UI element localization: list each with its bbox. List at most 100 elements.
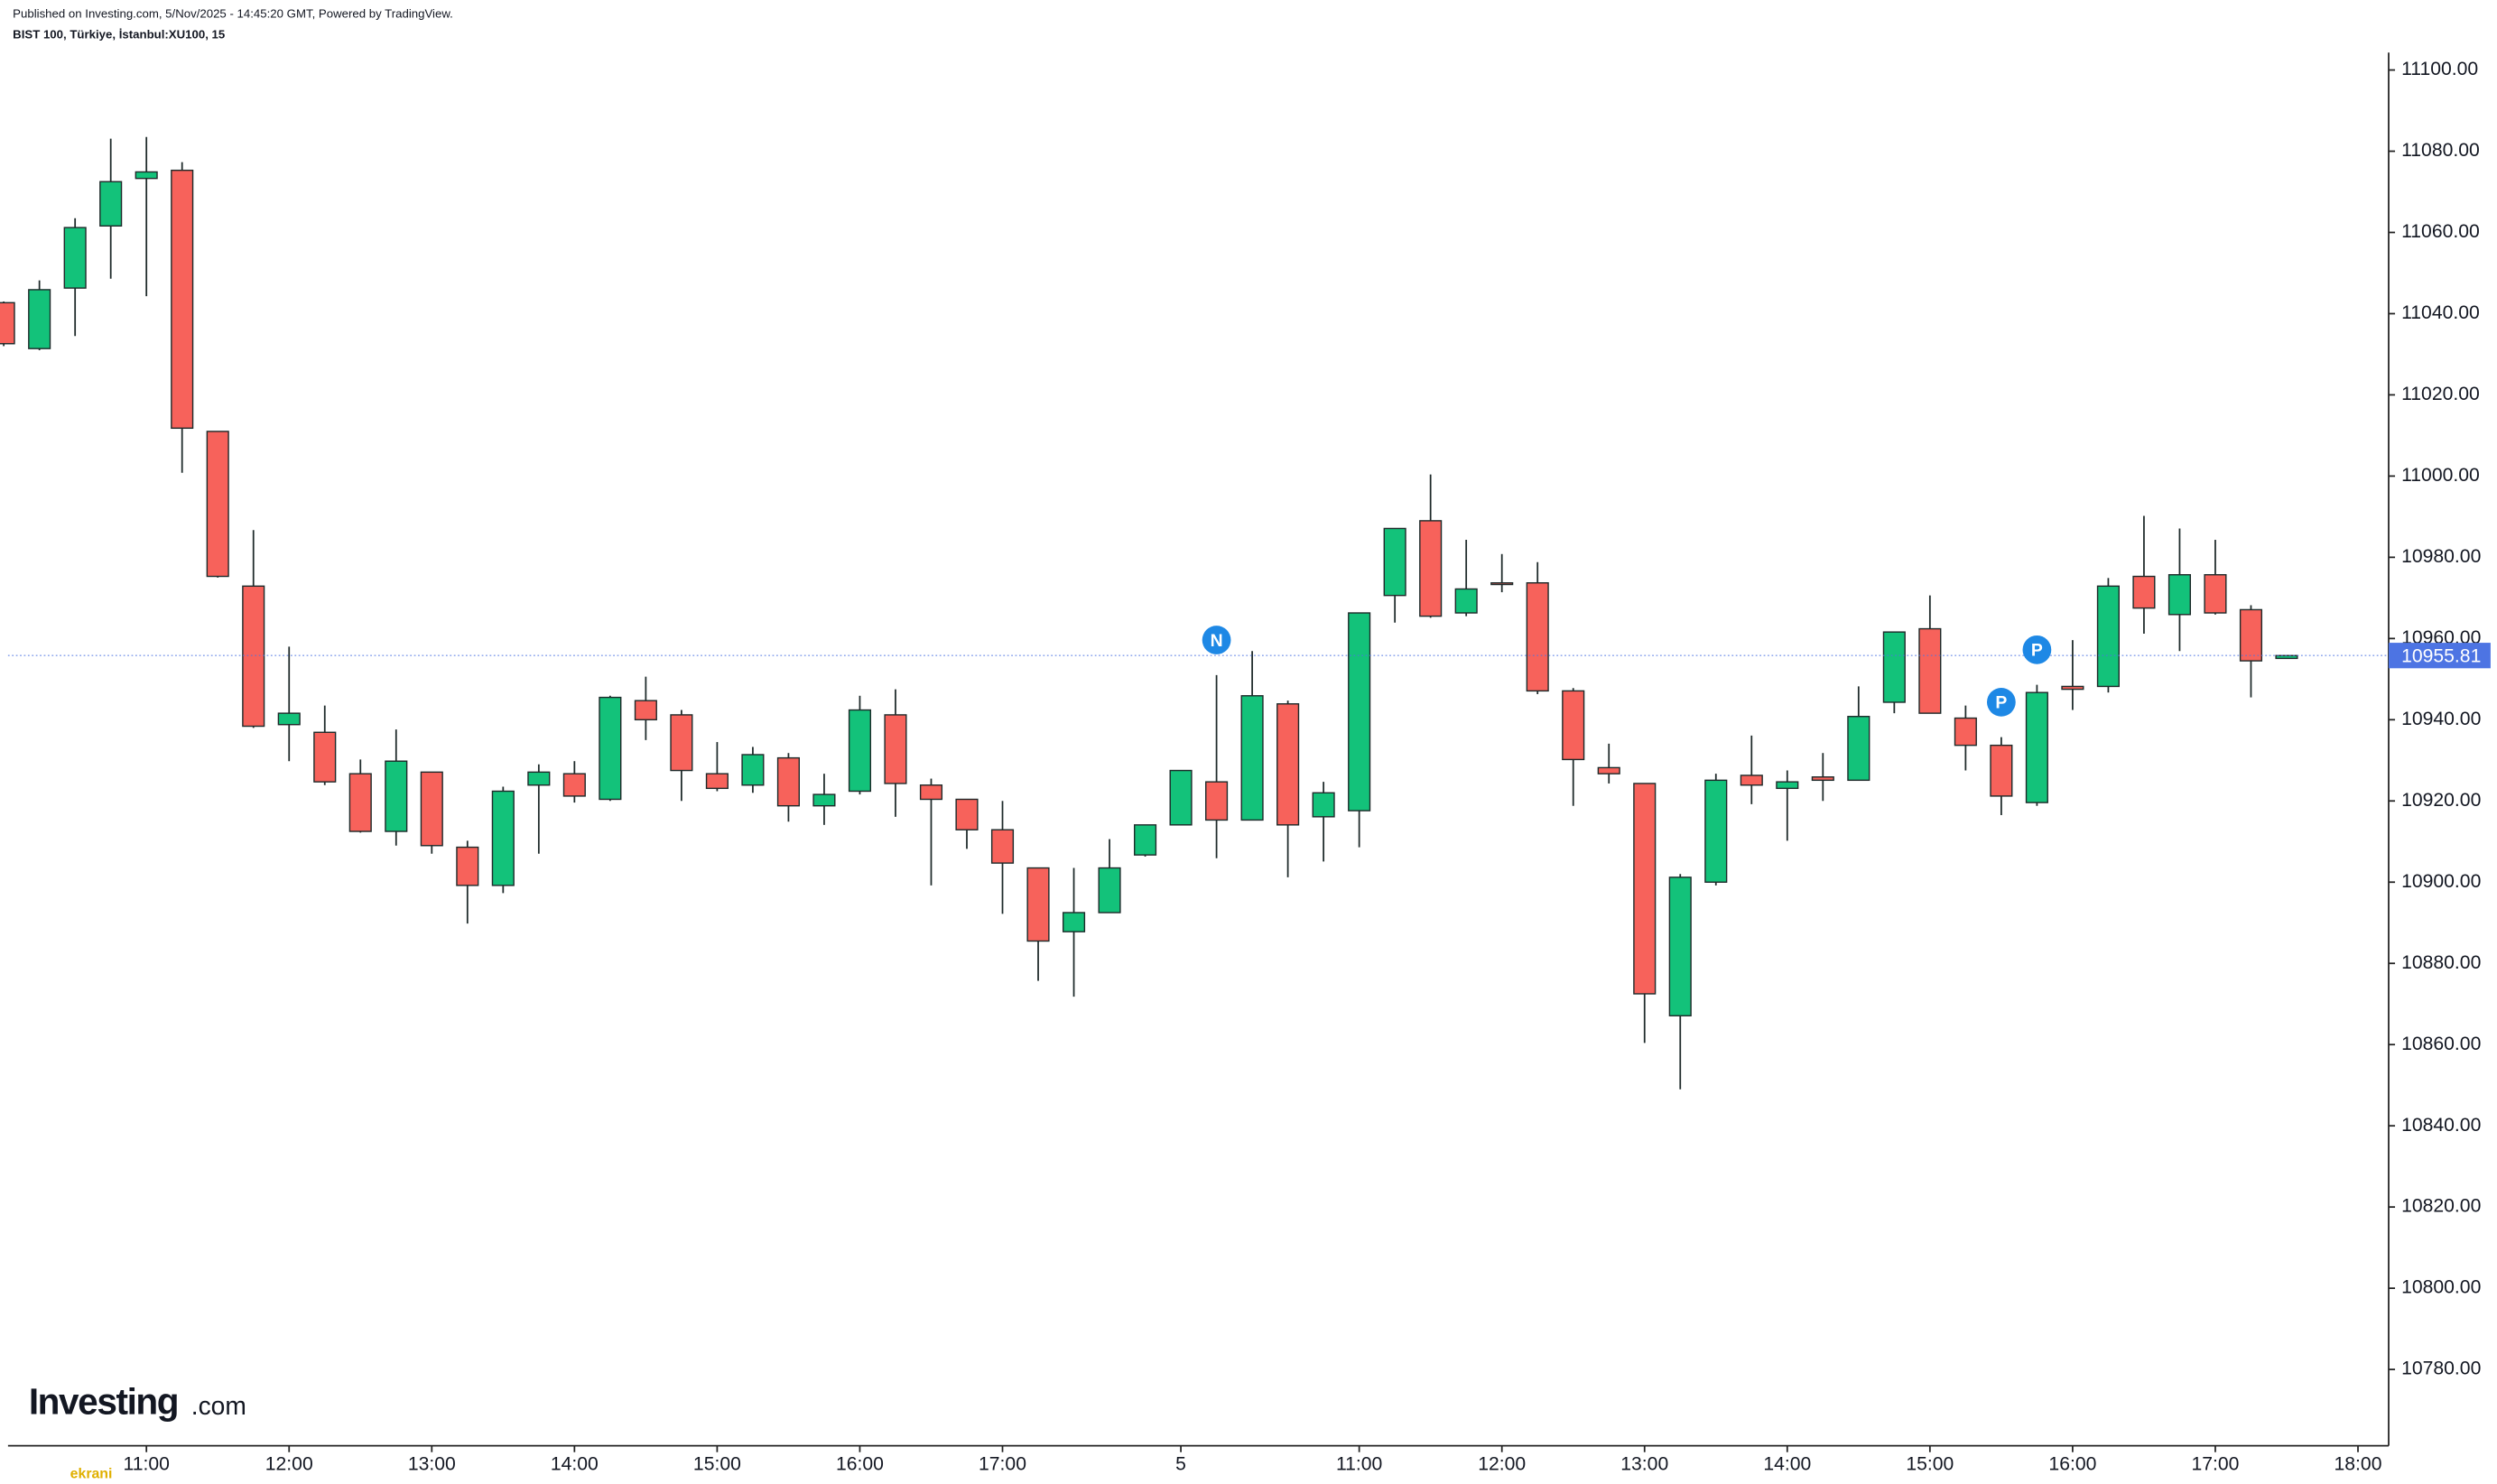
y-tick-label: 10820.00: [2401, 1196, 2481, 1217]
candle-body: [1954, 717, 1977, 747]
last-price-box: [2388, 643, 2491, 669]
y-tick-label: 11040.00: [2401, 302, 2480, 323]
candle-body: [1597, 766, 1620, 774]
candle-body: [1312, 792, 1335, 818]
candle-body: [776, 756, 800, 807]
x-tick-label: 14:00: [551, 1453, 599, 1474]
x-tick-label: 17:00: [2191, 1453, 2239, 1474]
candle-body: [634, 700, 657, 721]
candle-body: [135, 171, 158, 180]
x-tick-label: 12:00: [265, 1453, 313, 1474]
y-tick-label: 11000.00: [2401, 465, 2480, 486]
candle-body: [884, 714, 907, 784]
event-marker: [1986, 687, 2016, 717]
candle-body: [670, 714, 693, 772]
candle-body: [171, 169, 194, 430]
x-tick-label: 16:00: [2048, 1453, 2096, 1474]
candle-body: [313, 731, 337, 783]
candle-body: [1990, 744, 2013, 797]
y-tick-label: 10800.00: [2401, 1277, 2481, 1298]
candles: [0, 136, 2298, 1090]
event-label: P: [1995, 693, 2007, 713]
candle-body: [919, 784, 943, 801]
candle-body: [705, 773, 729, 790]
candle-body: [848, 709, 872, 793]
candle-body: [1562, 690, 1585, 761]
candle-body: [599, 696, 622, 801]
candle-body: [456, 846, 479, 886]
x-tick-label: 13:00: [408, 1453, 456, 1474]
candle-body: [491, 790, 515, 886]
candle-body: [1276, 703, 1300, 826]
x-tick-label: 13:00: [1620, 1453, 1668, 1474]
y-tick-label: 10880.00: [2401, 952, 2481, 973]
candle-body: [2061, 685, 2084, 691]
event-label: P: [2031, 641, 2043, 661]
y-tick-label: 10860.00: [2401, 1034, 2481, 1054]
candle-body: [1882, 631, 1906, 703]
x-tick-label: 18:00: [2335, 1453, 2382, 1474]
candle-body: [28, 289, 51, 349]
candle-body: [2239, 608, 2263, 662]
candle-body: [990, 829, 1015, 864]
candle-body: [348, 773, 372, 832]
y-tick-label: 10780.00: [2401, 1359, 2481, 1379]
x-tick-label: 14:00: [1763, 1453, 1811, 1474]
candle-body: [242, 585, 265, 728]
badge: ekrani: [70, 1467, 113, 1482]
candle-body: [1668, 876, 1692, 1016]
candle-body: [1169, 769, 1193, 826]
candle-body: [1348, 612, 1371, 812]
candle-body: [1062, 912, 1086, 932]
candle-body: [955, 798, 979, 830]
event-marker: [2022, 635, 2052, 664]
candle-body: [2167, 574, 2191, 616]
event-label: N: [1211, 631, 1223, 651]
y-tick-label: 11100.00: [2401, 59, 2478, 79]
candle-body: [420, 771, 443, 847]
candle-body: [2204, 574, 2227, 614]
candle-body: [1205, 781, 1229, 821]
x-tick-label: 15:00: [1906, 1453, 1954, 1474]
candle-body: [1098, 867, 1121, 914]
y-tick-label: 10840.00: [2401, 1115, 2481, 1136]
candle-body: [527, 771, 551, 786]
symbol-info: BIST 100, Türkiye, İstanbul:XU100, 15: [13, 27, 225, 41]
candle-body: [0, 301, 15, 345]
y-tick-label: 10900.00: [2401, 871, 2481, 892]
candle-body: [206, 431, 229, 578]
y-tick-label: 10980.00: [2401, 546, 2481, 567]
x-tick-label: 16:00: [836, 1453, 884, 1474]
candle-body: [1240, 695, 1264, 821]
y-tick-label: 10920.00: [2401, 790, 2481, 811]
candle-body: [1419, 520, 1443, 617]
y-tick-label: 11020.00: [2401, 384, 2480, 404]
candle-body: [1490, 582, 1514, 586]
candle-body: [1454, 588, 1478, 614]
candle-body: [1134, 824, 1157, 856]
y-tick-label: 11080.00: [2401, 140, 2480, 161]
candle-body: [812, 793, 836, 807]
x-tick-label: 11:00: [124, 1453, 170, 1474]
candle-body: [1847, 716, 1870, 782]
x-tick-label: 5: [1175, 1453, 1186, 1474]
last-price-label: 10955.81: [2401, 646, 2481, 667]
published-note: Published on Investing.com, 5/Nov/2025 -…: [13, 6, 453, 20]
candle-body: [385, 760, 408, 832]
candle-body: [1704, 779, 1728, 883]
x-tick-label: 12:00: [1478, 1453, 1526, 1474]
candle-body: [63, 227, 87, 289]
candle-body: [1526, 582, 1549, 692]
candle-body: [1740, 774, 1763, 786]
candle-body: [1026, 867, 1050, 942]
candle-body: [562, 773, 586, 797]
candle-body: [1633, 783, 1657, 995]
candle-body: [99, 181, 123, 227]
y-tick-label: 10940.00: [2401, 709, 2481, 729]
logo-suffix: .com: [191, 1391, 246, 1420]
candle-body: [1383, 527, 1406, 597]
candle-body: [741, 754, 765, 786]
candle-body: [1811, 776, 1834, 782]
